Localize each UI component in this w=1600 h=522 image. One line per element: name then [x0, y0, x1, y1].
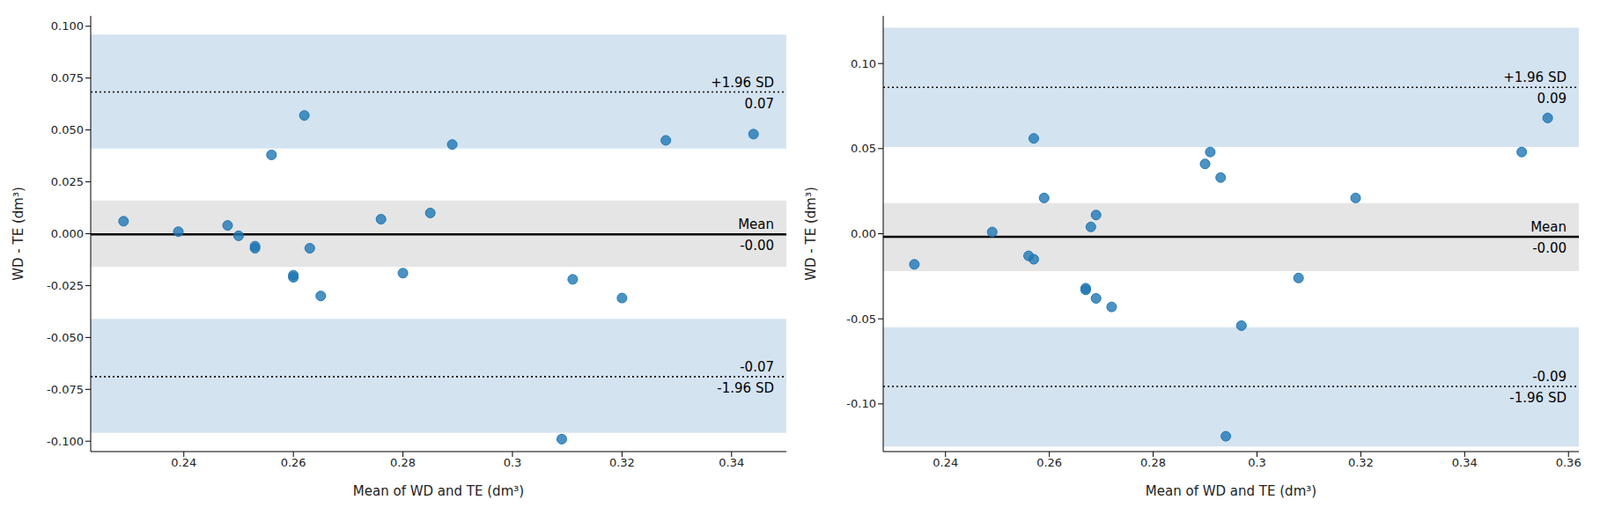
svg-text:-0.07: -0.07 [739, 359, 775, 376]
svg-text:0.34: 0.34 [1452, 456, 1478, 470]
svg-text:-0.100: -0.100 [46, 435, 84, 449]
svg-text:0.24: 0.24 [170, 456, 197, 470]
svg-text:0.050: 0.050 [51, 123, 84, 137]
svg-text:-0.09: -0.09 [1532, 368, 1567, 385]
svg-text:Mean: Mean [737, 216, 775, 233]
svg-text:0.00: 0.00 [850, 227, 877, 241]
svg-text:-1.96 SD: -1.96 SD [1509, 390, 1567, 406]
svg-text:Mean of WD and TE (dm³): Mean of WD and TE (dm³) [1145, 483, 1317, 500]
svg-text:0.28: 0.28 [1140, 456, 1166, 470]
svg-text:-0.00: -0.00 [739, 237, 775, 254]
svg-text:0.09: 0.09 [1537, 90, 1567, 107]
svg-text:-0.050: -0.050 [46, 331, 84, 345]
svg-text:+1.96 SD: +1.96 SD [710, 74, 775, 91]
svg-text:0.24: 0.24 [932, 456, 959, 470]
svg-text:0.05: 0.05 [850, 141, 877, 155]
svg-text:0.26: 0.26 [1036, 456, 1062, 470]
svg-text:0.36: 0.36 [1555, 456, 1582, 470]
svg-text:-0.025: -0.025 [46, 279, 84, 293]
svg-text:-0.10: -0.10 [846, 397, 877, 411]
svg-text:-0.05: -0.05 [846, 312, 877, 326]
svg-text:0.34: 0.34 [718, 456, 745, 470]
svg-text:0.3: 0.3 [1247, 456, 1267, 470]
svg-text:0.07: 0.07 [744, 95, 775, 112]
svg-text:-0.075: -0.075 [46, 383, 84, 397]
svg-text:0.32: 0.32 [609, 456, 635, 470]
svg-text:-0.00: -0.00 [1532, 240, 1567, 257]
svg-text:0.075: 0.075 [51, 71, 84, 85]
svg-text:Mean of WD and TE (dm³): Mean of WD and TE (dm³) [353, 483, 524, 500]
svg-text:0.28: 0.28 [390, 456, 416, 470]
svg-text:0.32: 0.32 [1348, 456, 1374, 470]
svg-text:0.10: 0.10 [850, 57, 877, 71]
svg-text:-1.96 SD: -1.96 SD [716, 380, 775, 397]
svg-text:0.26: 0.26 [280, 456, 307, 470]
svg-text:0.100: 0.100 [51, 19, 84, 33]
svg-text:+1.96 SD: +1.96 SD [1503, 69, 1567, 86]
svg-text:WD - TE (dm³): WD - TE (dm³) [10, 186, 27, 281]
svg-text:0.000: 0.000 [51, 227, 84, 241]
svg-text:0.025: 0.025 [51, 175, 84, 189]
svg-text:0.3: 0.3 [503, 456, 523, 470]
svg-text:WD - TE (dm³): WD - TE (dm³) [803, 186, 819, 281]
svg-text:Mean: Mean [1530, 219, 1567, 236]
